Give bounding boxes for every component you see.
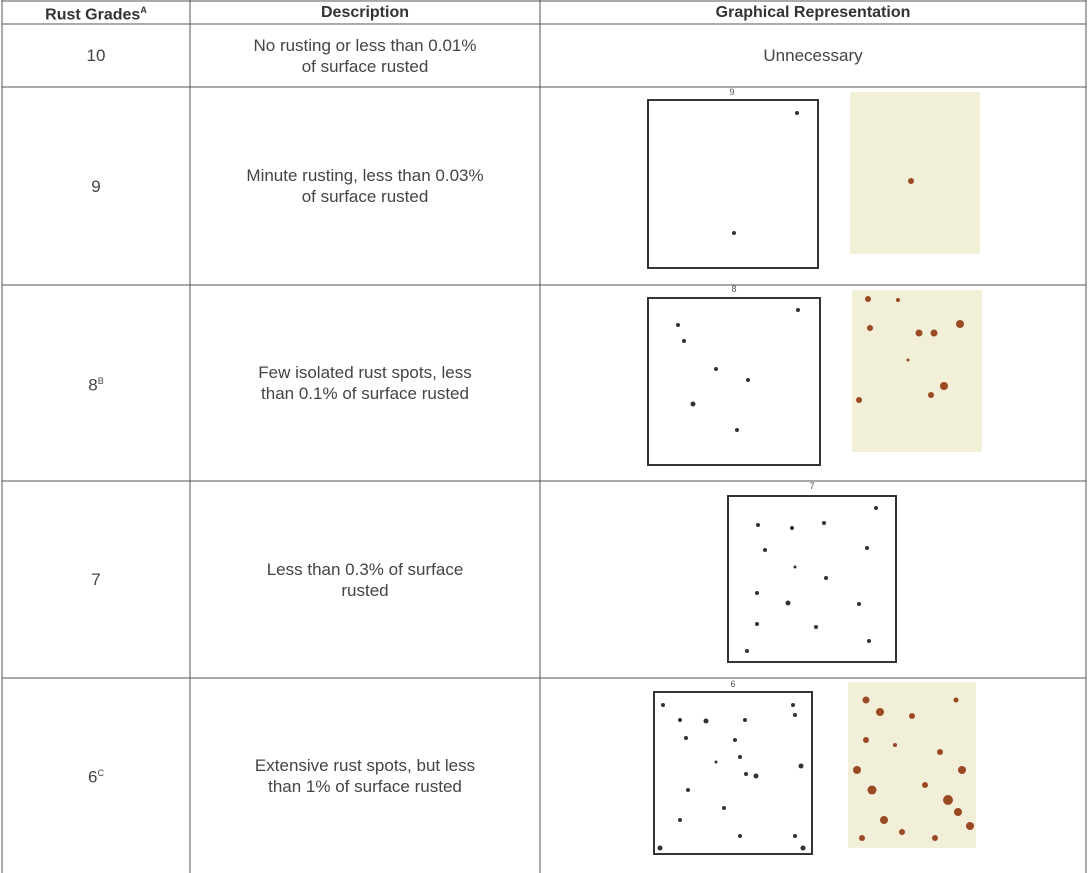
description-cell: Extensive rust spots, but less than 1% of… <box>190 678 540 873</box>
grade-cell: 6C <box>2 678 190 873</box>
description-line: than 0.1% of surface rusted <box>261 384 469 403</box>
description-cell: Few isolated rust spots, less than 0.1% o… <box>190 285 540 481</box>
diagram-box <box>653 691 813 855</box>
description-cell: No rusting or less than 0.01% of surface … <box>190 24 540 87</box>
photo <box>848 682 976 848</box>
grade-cell: 7 <box>2 481 190 678</box>
grade: 6 <box>88 767 98 787</box>
header-cell: Rust GradesA <box>2 1 190 24</box>
photo <box>852 290 982 452</box>
grade-line: 8B <box>88 371 103 396</box>
header-text: Rust Grades <box>45 6 141 24</box>
description-cell: Minute rusting, less than 0.03% of surfac… <box>190 87 540 285</box>
figure-label: 7 <box>809 481 814 491</box>
description-line: than 1% of surface rusted <box>268 776 462 796</box>
footnote-mark: C <box>97 768 104 779</box>
footnote-mark: B <box>97 375 104 386</box>
grade: 9 <box>91 176 101 196</box>
grade-line: 9 <box>91 176 100 197</box>
description-line: Extensive rust spots, but less <box>254 755 476 775</box>
description-line: No rusting or less than 0.01% <box>253 35 477 55</box>
diagram-box <box>727 495 897 663</box>
grade: 8 <box>88 375 98 395</box>
diagram-box <box>647 297 821 466</box>
description-line: rusted <box>341 580 389 600</box>
description-line: Few isolated rust spots, less <box>258 363 472 382</box>
grade-cell: 8B <box>2 285 190 481</box>
grade-cell: 9 <box>2 87 190 285</box>
grade-line: 10 <box>87 45 106 66</box>
figure-label: 8 <box>731 284 736 294</box>
photo <box>850 92 980 254</box>
grade-cell: 10 <box>2 24 190 87</box>
grade: 10 <box>86 46 106 65</box>
graphic-text: Unnecessary <box>763 46 863 65</box>
description-line: Less than 0.3% of surface <box>266 559 464 579</box>
description-cell: Less than 0.3% of surface rusted <box>190 481 540 678</box>
footnote-mark: A <box>140 4 147 15</box>
grade: 7 <box>91 570 101 589</box>
figure-9: 9 <box>647 87 980 269</box>
figure-7: 7 <box>727 481 897 663</box>
figure-label: 9 <box>729 87 734 97</box>
figure-label: 6 <box>730 679 735 689</box>
figure-8: 8 <box>647 284 982 466</box>
description-line: of surface rusted <box>301 56 429 76</box>
header-cell: Graphical Representation <box>715 4 911 21</box>
header-cell: Description <box>320 4 409 21</box>
description-line: of surface rusted <box>301 187 429 206</box>
grade-line: 7 <box>91 569 100 590</box>
description-line: Minute rusting, less than 0.03% <box>246 166 484 185</box>
figure-6: 6 <box>653 679 976 855</box>
diagram-box <box>647 99 819 269</box>
grade-line: 6C <box>88 763 104 788</box>
